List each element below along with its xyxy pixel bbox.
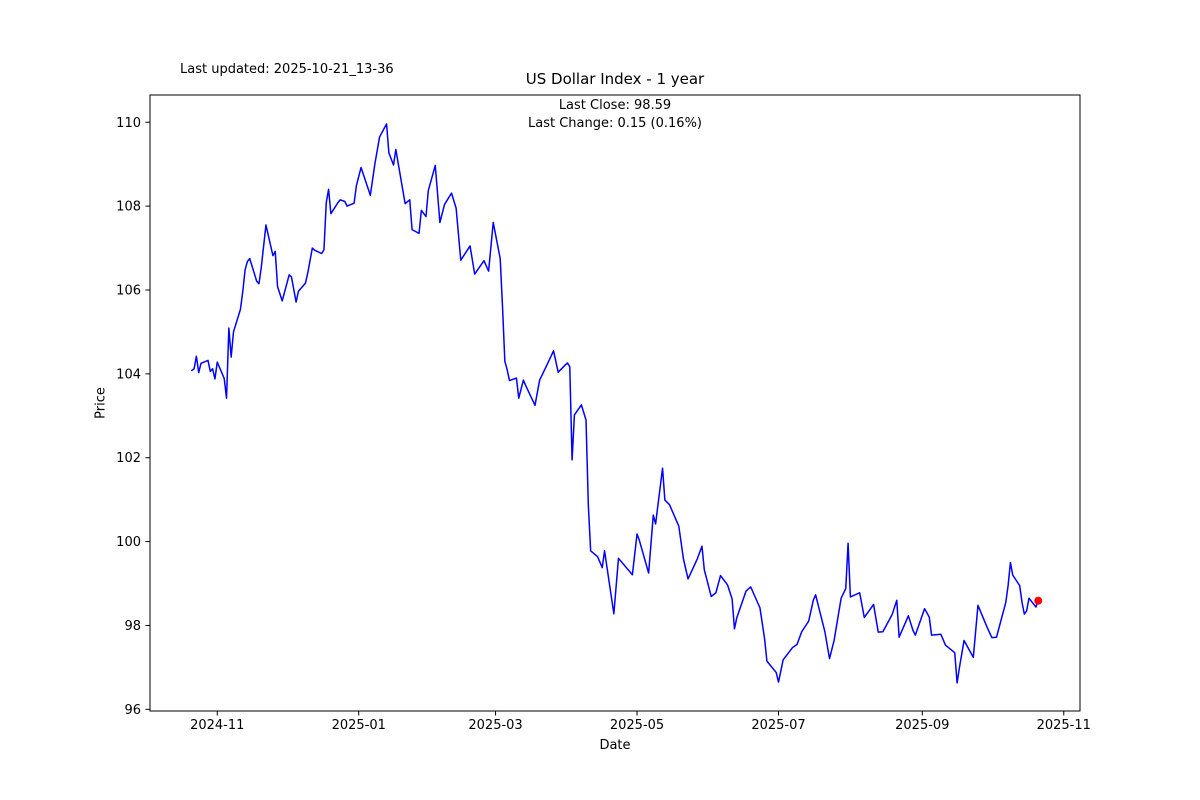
y-tick-label: 108 — [116, 200, 141, 215]
x-tick-label: 2025-07 — [751, 718, 805, 733]
x-tick-label: 2024-11 — [190, 718, 244, 733]
y-tick-label: 104 — [116, 367, 141, 382]
y-tick-label: 100 — [116, 535, 141, 550]
last-price-marker — [1034, 596, 1043, 605]
x-tick-label: 2025-09 — [895, 718, 949, 733]
y-tick-label: 96 — [124, 703, 141, 718]
last-change-text: Last Change: 0.15 (0.16%) — [527, 116, 702, 131]
plot-border — [149, 94, 1081, 712]
x-tick-label: 2025-01 — [332, 718, 386, 733]
last-updated-text: Last updated: 2025-10-21_13-36 — [180, 62, 394, 77]
chart-annotation: Last Close: 98.59 Last Change: 0.15 (0.1… — [150, 97, 1080, 133]
y-tick-label: 102 — [116, 451, 141, 466]
x-tick-label: 2025-05 — [610, 718, 664, 733]
price-line — [191, 123, 1039, 684]
y-tick-label: 110 — [116, 116, 141, 131]
chart-title: US Dollar Index - 1 year — [525, 70, 705, 88]
x-tick-label: 2025-11 — [1037, 718, 1091, 733]
y-tick-label: 106 — [116, 283, 141, 298]
x-tick-label: 2025-03 — [468, 718, 522, 733]
last-close-text: Last Close: 98.59 — [558, 98, 672, 113]
x-axis-label: Date — [599, 738, 631, 753]
y-tick-label: 98 — [124, 619, 141, 634]
